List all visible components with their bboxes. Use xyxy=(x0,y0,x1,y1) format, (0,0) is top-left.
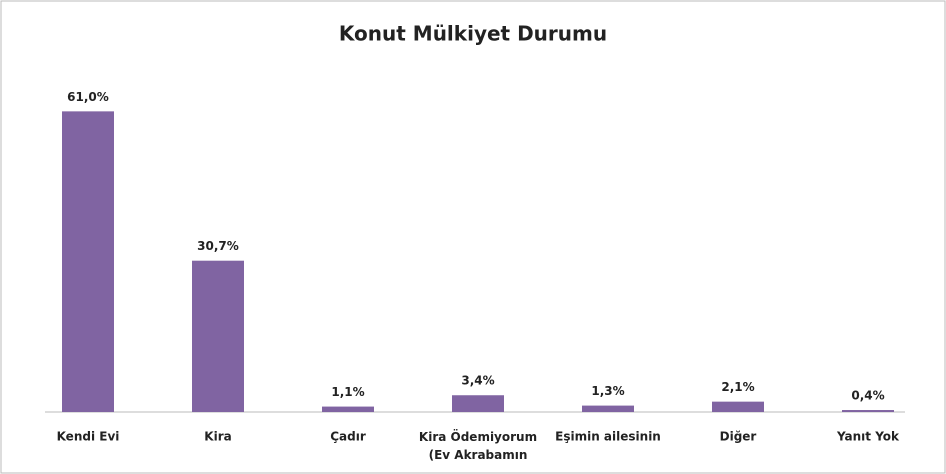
data-label: 0,4% xyxy=(851,389,884,403)
data-label: 1,3% xyxy=(591,384,624,398)
x-tick-label: Eşimin ailesinin xyxy=(555,430,661,444)
chart-title: Konut Mülkiyet Durumu xyxy=(339,22,607,46)
bar xyxy=(842,410,894,412)
bar xyxy=(62,111,114,412)
bar xyxy=(712,401,764,412)
bar xyxy=(582,405,634,412)
data-label: 3,4% xyxy=(461,374,494,388)
bar xyxy=(322,406,374,412)
x-tick-label: Kira Ödemiyorum (Ev Akrabamın xyxy=(419,429,537,462)
x-tick-label: Kendi Evi xyxy=(57,430,120,444)
bar xyxy=(452,395,504,412)
x-tick-label: Kira xyxy=(204,430,231,444)
data-label: 30,7% xyxy=(197,239,239,253)
data-label: 2,1% xyxy=(721,380,754,394)
x-tick-label: Diğer xyxy=(720,430,757,444)
bar xyxy=(192,260,244,412)
data-label: 1,1% xyxy=(331,385,364,399)
x-tick-label: Yanıt Yok xyxy=(836,430,900,444)
x-tick-label: Çadır xyxy=(330,430,366,444)
data-label: 61,0% xyxy=(67,90,109,104)
